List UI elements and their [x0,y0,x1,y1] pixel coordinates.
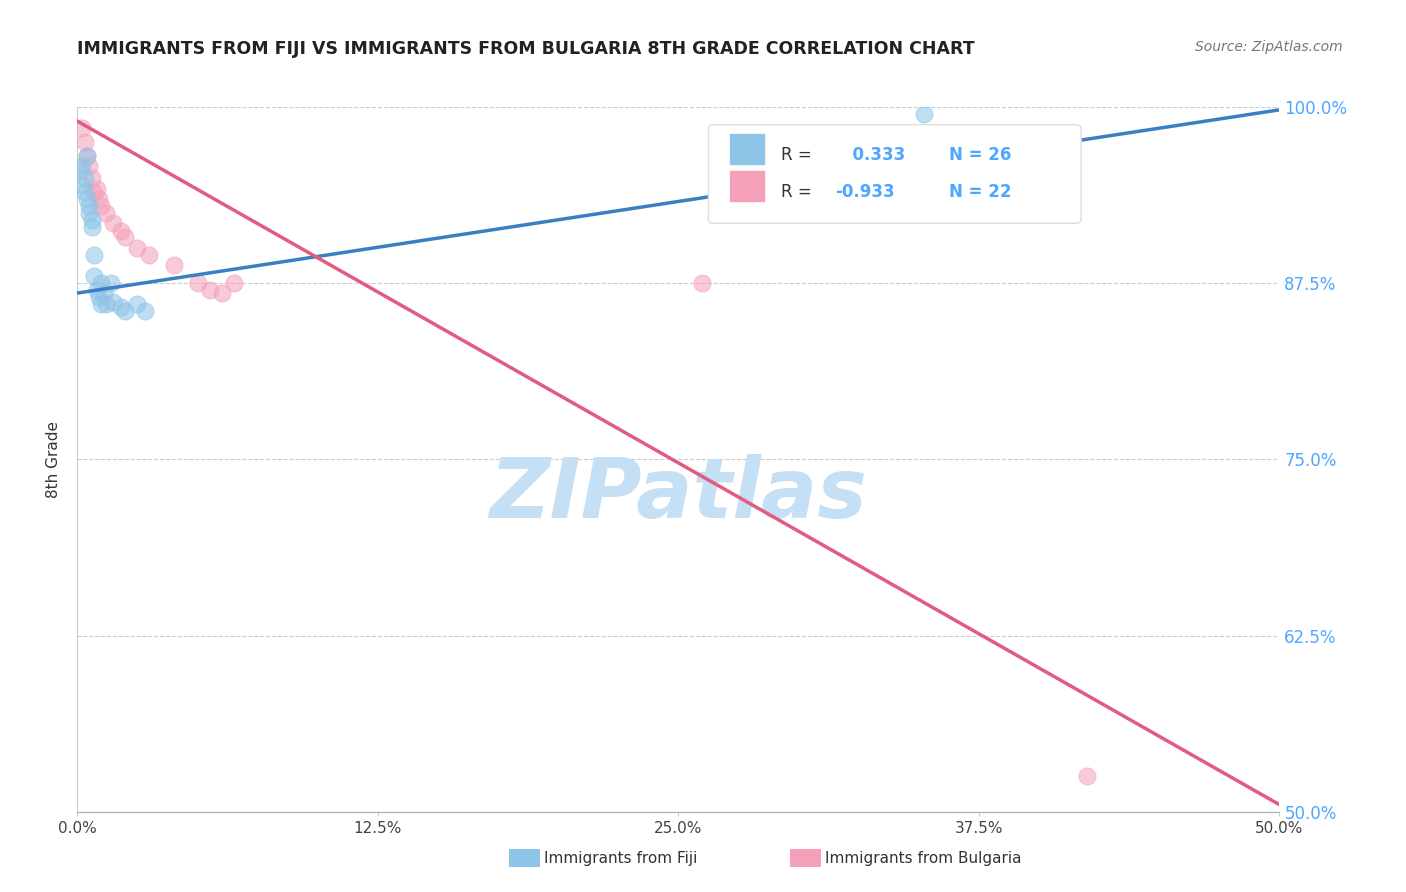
Point [73,170,96,185]
Text: N = 26: N = 26 [949,145,1011,164]
Text: IMMIGRANTS FROM FIJI VS IMMIGRANTS FROM BULGARIA 8TH GRADE CORRELATION CHART: IMMIGRANTS FROM FIJI VS IMMIGRANTS FROM … [77,40,974,58]
Point [100,277,122,291]
Point [186,277,209,291]
Point [69,163,91,178]
Point [162,258,184,272]
Point [83,269,105,284]
Point [83,248,105,262]
Point [90,277,112,291]
Point [103,294,125,309]
FancyBboxPatch shape [709,125,1081,223]
Point [222,277,245,291]
Point [1076,769,1098,784]
Point [114,229,136,244]
Point [86,182,108,196]
Bar [728,170,765,202]
Point [73,185,96,199]
Point [79,205,101,219]
Text: R =: R = [780,183,811,201]
Point [76,149,98,163]
Text: N = 22: N = 22 [949,183,1011,201]
Point [138,248,160,262]
Point [73,135,96,149]
Text: ZIPatlas: ZIPatlas [489,454,868,535]
Point [87,192,110,206]
Point [80,219,103,234]
Point [70,159,93,173]
Point [110,224,132,238]
Point [86,283,108,297]
Point [90,199,112,213]
Point [76,149,98,163]
Text: Immigrants from Bulgaria: Immigrants from Bulgaria [825,851,1022,865]
Point [90,297,112,311]
Text: -0.933: -0.933 [835,183,894,201]
Text: Immigrants from Fiji: Immigrants from Fiji [544,851,697,865]
Point [211,286,233,301]
Point [93,286,115,301]
Y-axis label: 8th Grade: 8th Grade [46,421,62,498]
Point [80,212,103,227]
Bar [728,133,765,165]
Point [912,107,935,121]
Point [103,216,125,230]
Point [83,185,105,199]
Text: 0.333: 0.333 [841,145,905,164]
Point [198,283,221,297]
Point [76,192,98,206]
Point [110,300,132,314]
Point [127,241,149,255]
Point [692,277,714,291]
Point [96,297,118,311]
Point [79,199,101,213]
Text: Source: ZipAtlas.com: Source: ZipAtlas.com [1195,40,1343,54]
Point [134,304,156,318]
Point [114,304,136,318]
Point [96,205,118,219]
Text: R =: R = [780,145,811,164]
Point [127,297,149,311]
Point [80,170,103,185]
Point [87,290,110,304]
Point [79,159,101,173]
Point [70,178,93,192]
Point [70,121,93,136]
